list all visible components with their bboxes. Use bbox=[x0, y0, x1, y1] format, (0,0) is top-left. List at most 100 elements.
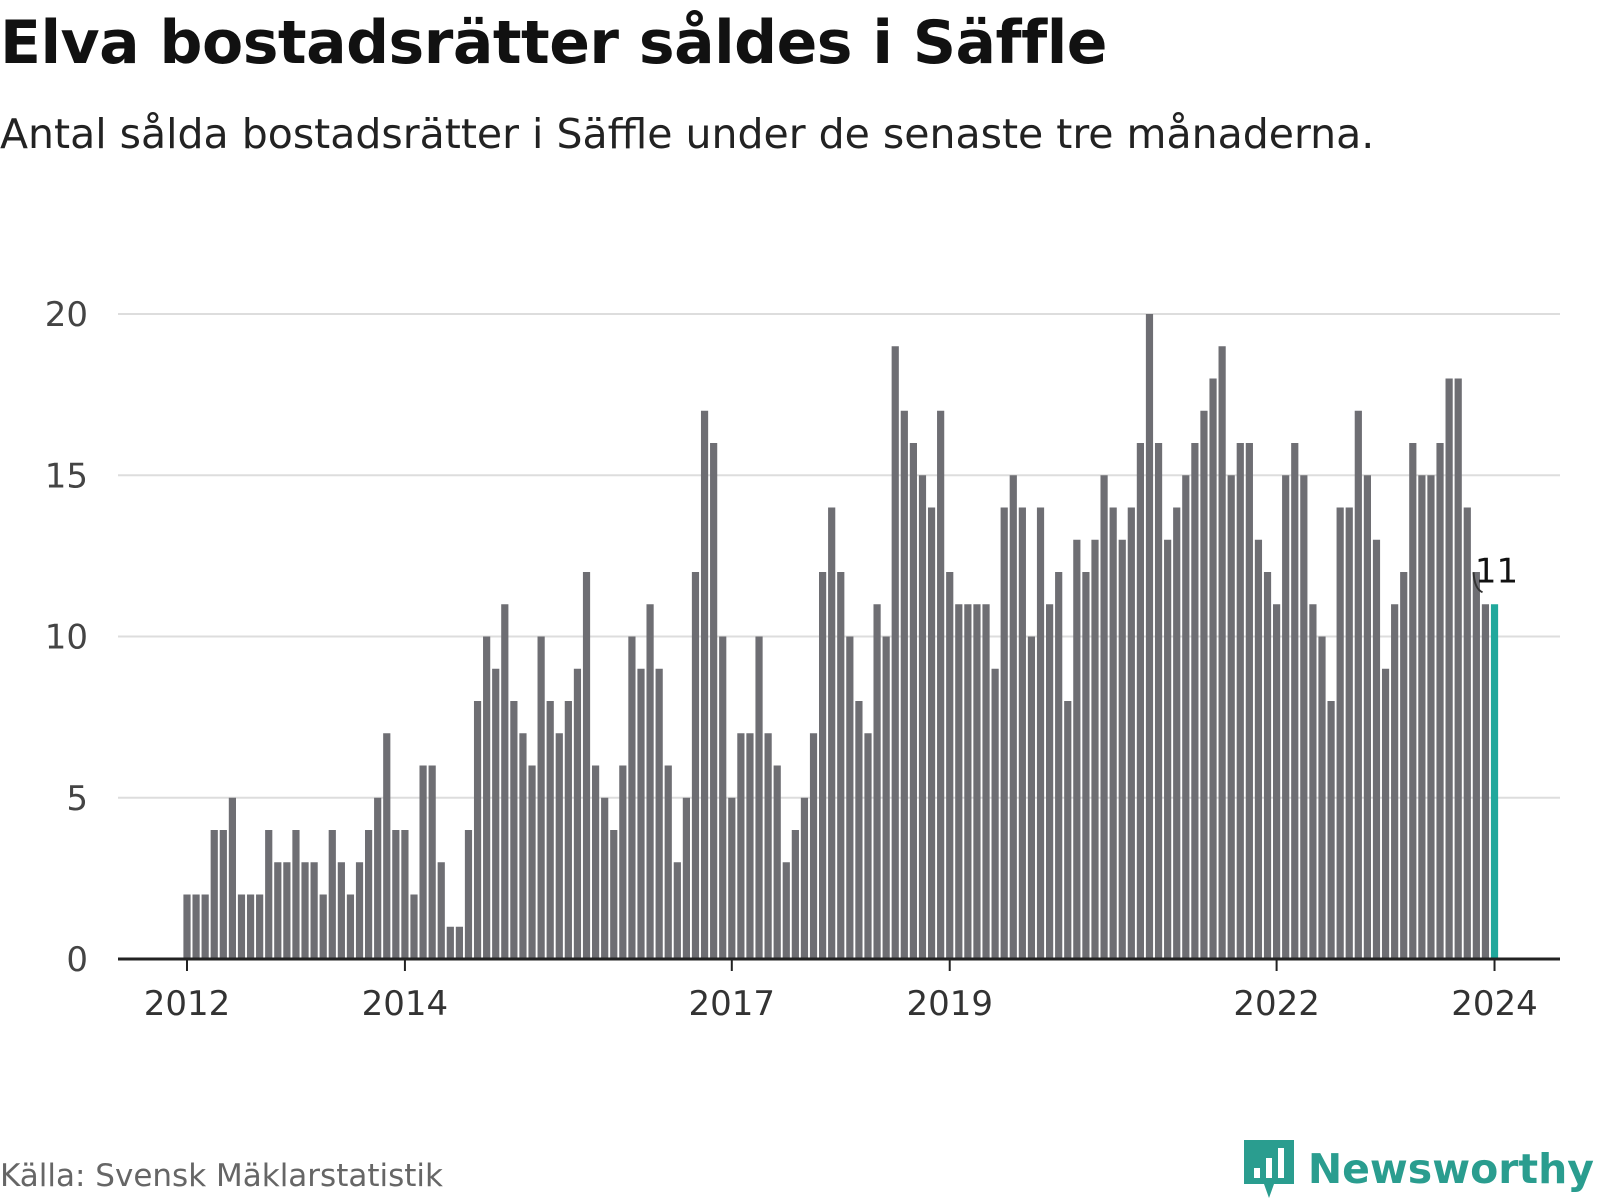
bar bbox=[991, 668, 999, 959]
bar bbox=[1409, 443, 1417, 959]
bar bbox=[1200, 410, 1208, 959]
bar bbox=[301, 862, 309, 959]
bar bbox=[1354, 410, 1362, 959]
bar bbox=[601, 797, 609, 959]
bar bbox=[1381, 668, 1390, 959]
bar bbox=[1445, 378, 1453, 959]
bar bbox=[655, 668, 663, 959]
bar bbox=[1273, 604, 1281, 959]
bar bbox=[1263, 572, 1272, 959]
bar bbox=[664, 765, 672, 959]
bar bbox=[1000, 507, 1008, 959]
bar bbox=[1127, 507, 1135, 959]
bar bbox=[1082, 572, 1090, 959]
bar bbox=[1027, 636, 1036, 959]
bar bbox=[1191, 443, 1199, 959]
chart-title: Elva bostadsrätter såldes i Säffle bbox=[0, 8, 1108, 78]
bar bbox=[1055, 572, 1063, 959]
bar bbox=[346, 894, 355, 959]
bar bbox=[1372, 539, 1381, 959]
bar bbox=[1018, 507, 1026, 959]
y-axis-tick-labels: 0 5 10 15 20 bbox=[45, 295, 88, 980]
bar bbox=[1282, 475, 1290, 959]
bar bbox=[283, 862, 291, 959]
x-tick-label: 2012 bbox=[144, 984, 231, 1024]
bar bbox=[628, 636, 636, 959]
bar bbox=[246, 894, 255, 959]
y-tick-label: 15 bbox=[45, 456, 88, 496]
bar bbox=[219, 830, 227, 959]
bar bbox=[265, 830, 273, 959]
brand-name: Newsworthy bbox=[1307, 1145, 1594, 1193]
bar bbox=[337, 862, 345, 959]
bar bbox=[473, 701, 482, 959]
bar bbox=[1300, 475, 1308, 959]
x-axis-ticks: 2012 2014 2017 2019 2022 2024 bbox=[144, 959, 1538, 1024]
bar bbox=[428, 765, 436, 959]
bars bbox=[183, 314, 1499, 959]
bar bbox=[374, 797, 382, 959]
bar bbox=[1436, 443, 1444, 959]
y-tick-label: 5 bbox=[66, 779, 88, 819]
bar bbox=[828, 507, 836, 959]
bar bbox=[537, 636, 545, 959]
bar bbox=[691, 572, 700, 959]
bar bbox=[918, 475, 927, 959]
bar bbox=[1209, 378, 1217, 959]
bar bbox=[837, 572, 845, 959]
bar bbox=[392, 830, 400, 959]
bar bbox=[256, 894, 264, 959]
bar bbox=[564, 701, 572, 959]
bar bbox=[483, 636, 491, 959]
bar bbox=[846, 636, 854, 959]
bar bbox=[519, 733, 527, 959]
bar bbox=[1391, 604, 1399, 959]
bar bbox=[455, 926, 463, 959]
bar bbox=[437, 862, 445, 959]
y-tick-label: 0 bbox=[66, 940, 88, 980]
bar bbox=[1182, 475, 1190, 959]
bar bbox=[1073, 539, 1081, 959]
bar bbox=[1254, 539, 1263, 959]
bar bbox=[464, 830, 473, 959]
bar bbox=[183, 894, 191, 959]
bar bbox=[1118, 539, 1126, 959]
bar bbox=[1327, 701, 1335, 959]
annotation-label: 11 bbox=[1475, 551, 1518, 591]
bar bbox=[355, 862, 364, 959]
bar bbox=[1454, 378, 1462, 959]
bar bbox=[791, 830, 799, 959]
bar bbox=[946, 572, 954, 959]
value-annotation: 11 bbox=[1472, 551, 1518, 594]
bar bbox=[1427, 475, 1435, 959]
bar bbox=[201, 894, 209, 959]
bar bbox=[873, 604, 881, 959]
bar bbox=[1345, 507, 1353, 959]
bar bbox=[1291, 443, 1299, 959]
bar bbox=[383, 733, 391, 959]
bar bbox=[1164, 539, 1172, 959]
bar bbox=[1227, 475, 1235, 959]
bar bbox=[1009, 475, 1017, 959]
bar bbox=[446, 926, 454, 959]
bar bbox=[401, 830, 409, 959]
bar bbox=[528, 765, 536, 959]
bar bbox=[1245, 443, 1253, 959]
source-note: Källa: Svensk Mäklarstatistik bbox=[0, 1158, 443, 1194]
bar bbox=[1036, 507, 1045, 959]
bar bbox=[1100, 475, 1108, 959]
bar-chart-icon bbox=[1243, 1140, 1294, 1198]
bar bbox=[1145, 314, 1154, 959]
bar bbox=[610, 830, 618, 959]
bar bbox=[927, 507, 936, 959]
bar bbox=[973, 604, 981, 959]
bar bbox=[1236, 443, 1244, 959]
bar bbox=[1463, 507, 1471, 959]
bar bbox=[1046, 604, 1054, 959]
bar bbox=[900, 410, 908, 959]
bar bbox=[292, 830, 300, 959]
bar bbox=[637, 668, 645, 959]
bar bbox=[782, 862, 790, 959]
bar bbox=[1154, 443, 1163, 959]
bar bbox=[228, 797, 236, 959]
